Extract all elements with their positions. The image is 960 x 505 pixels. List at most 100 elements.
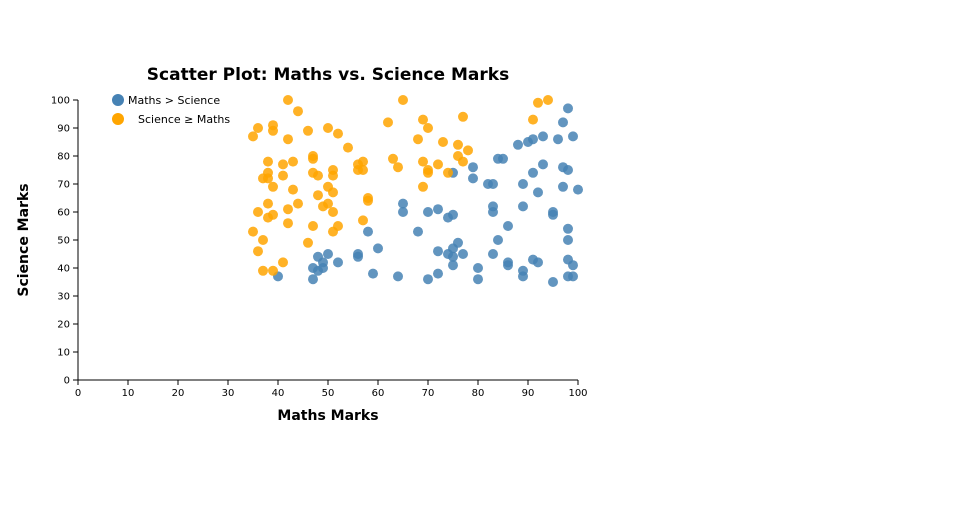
- point-science-greater-equal: [458, 111, 468, 122]
- x-axis-title: Maths Marks: [277, 408, 378, 424]
- y-tick-label: 70: [57, 180, 70, 191]
- point-science-greater-equal: [533, 97, 543, 108]
- point-maths-greater: [533, 257, 543, 268]
- point-maths-greater: [458, 249, 468, 259]
- point-science-greater-equal: [363, 195, 373, 206]
- point-maths-greater: [518, 201, 528, 212]
- point-science-greater-equal: [358, 215, 368, 226]
- point-maths-greater: [513, 139, 523, 150]
- point-science-greater-equal: [308, 221, 318, 231]
- y-tick-label: 90: [57, 124, 70, 135]
- y-tick-label: 50: [57, 236, 70, 247]
- x-tick-label: 60: [372, 388, 385, 399]
- y-tick-label: 40: [57, 264, 70, 275]
- point-maths-greater: [563, 165, 573, 175]
- point-science-greater-equal: [248, 131, 258, 142]
- point-science-greater-equal: [323, 123, 333, 133]
- point-maths-greater: [423, 274, 433, 285]
- point-maths-greater: [433, 246, 443, 257]
- point-science-greater-equal: [283, 218, 293, 229]
- x-tick-label: 50: [322, 388, 335, 399]
- point-science-greater-equal: [278, 159, 288, 170]
- point-maths-greater: [573, 184, 583, 195]
- point-maths-greater: [558, 117, 568, 128]
- point-maths-greater: [473, 263, 483, 273]
- point-science-greater-equal: [253, 123, 263, 133]
- x-tick-label: 0: [75, 388, 81, 399]
- y-tick-label: 20: [57, 320, 70, 331]
- y-tick-label: 80: [57, 152, 70, 163]
- point-maths-greater: [568, 131, 578, 142]
- point-maths-greater: [568, 271, 578, 282]
- point-science-greater-equal: [278, 170, 288, 181]
- point-science-greater-equal: [328, 170, 338, 181]
- point-science-greater-equal: [463, 145, 473, 156]
- point-science-greater-equal: [418, 114, 428, 125]
- point-science-greater-equal: [358, 165, 368, 175]
- point-maths-greater: [553, 134, 563, 145]
- point-science-greater-equal: [283, 204, 293, 215]
- point-maths-greater: [563, 235, 573, 245]
- y-tick-label: 60: [57, 208, 70, 219]
- point-maths-greater: [398, 198, 408, 209]
- point-maths-greater: [318, 263, 328, 273]
- point-maths-greater: [488, 207, 498, 217]
- x-tick-label: 30: [222, 388, 235, 399]
- point-science-greater-equal: [393, 162, 403, 173]
- legend: Maths > Science Science ≥ Maths: [112, 94, 230, 126]
- point-science-greater-equal: [443, 167, 453, 178]
- x-tick-label: 90: [522, 388, 535, 399]
- point-science-greater-equal: [253, 207, 263, 217]
- point-maths-greater: [493, 235, 503, 245]
- point-science-greater-equal: [263, 156, 273, 167]
- point-science-greater-equal: [293, 106, 303, 117]
- point-science-greater-equal: [458, 156, 468, 167]
- point-science-greater-equal: [263, 173, 273, 184]
- point-maths-greater: [563, 103, 573, 114]
- x-tick-label: 40: [272, 388, 285, 399]
- point-maths-greater: [433, 204, 443, 215]
- point-science-greater-equal: [383, 117, 393, 128]
- point-science-greater-equal: [253, 246, 263, 257]
- legend-label-maths-greater: Maths > Science: [128, 94, 220, 107]
- point-science-greater-equal: [398, 95, 408, 105]
- point-science-greater-equal: [323, 198, 333, 209]
- point-maths-greater: [398, 207, 408, 217]
- point-maths-greater: [423, 207, 433, 217]
- point-science-greater-equal: [418, 156, 428, 167]
- point-science-greater-equal: [268, 125, 278, 136]
- point-maths-greater: [323, 249, 333, 259]
- point-maths-greater: [528, 134, 538, 145]
- legend-label-science-greater-equal: Science ≥ Maths: [138, 113, 230, 126]
- point-science-greater-equal: [413, 134, 423, 145]
- point-maths-greater: [548, 209, 558, 220]
- point-maths-greater: [308, 274, 318, 285]
- point-maths-greater: [473, 274, 483, 285]
- point-science-greater-equal: [268, 181, 278, 192]
- point-maths-greater: [563, 223, 573, 234]
- point-science-greater-equal: [433, 159, 443, 170]
- point-science-greater-equal: [543, 95, 553, 105]
- y-tick-label: 100: [51, 96, 70, 107]
- point-science-greater-equal: [268, 265, 278, 276]
- point-science-greater-equal: [333, 128, 343, 139]
- point-maths-greater: [448, 209, 458, 220]
- point-science-greater-equal: [313, 190, 323, 201]
- point-maths-greater: [393, 271, 403, 282]
- point-science-greater-equal: [453, 139, 463, 150]
- point-science-greater-equal: [328, 187, 338, 198]
- point-science-greater-equal: [423, 123, 433, 133]
- point-maths-greater: [528, 167, 538, 178]
- point-science-greater-equal: [313, 170, 323, 181]
- point-maths-greater: [538, 131, 548, 142]
- point-science-greater-equal: [328, 207, 338, 217]
- point-maths-greater: [373, 243, 383, 254]
- point-science-greater-equal: [308, 153, 318, 164]
- point-science-greater-equal: [283, 134, 293, 145]
- point-science-greater-equal: [268, 209, 278, 220]
- point-science-greater-equal: [358, 156, 368, 167]
- point-maths-greater: [453, 237, 463, 248]
- point-science-greater-equal: [438, 137, 448, 147]
- y-tick-label: 30: [57, 292, 70, 303]
